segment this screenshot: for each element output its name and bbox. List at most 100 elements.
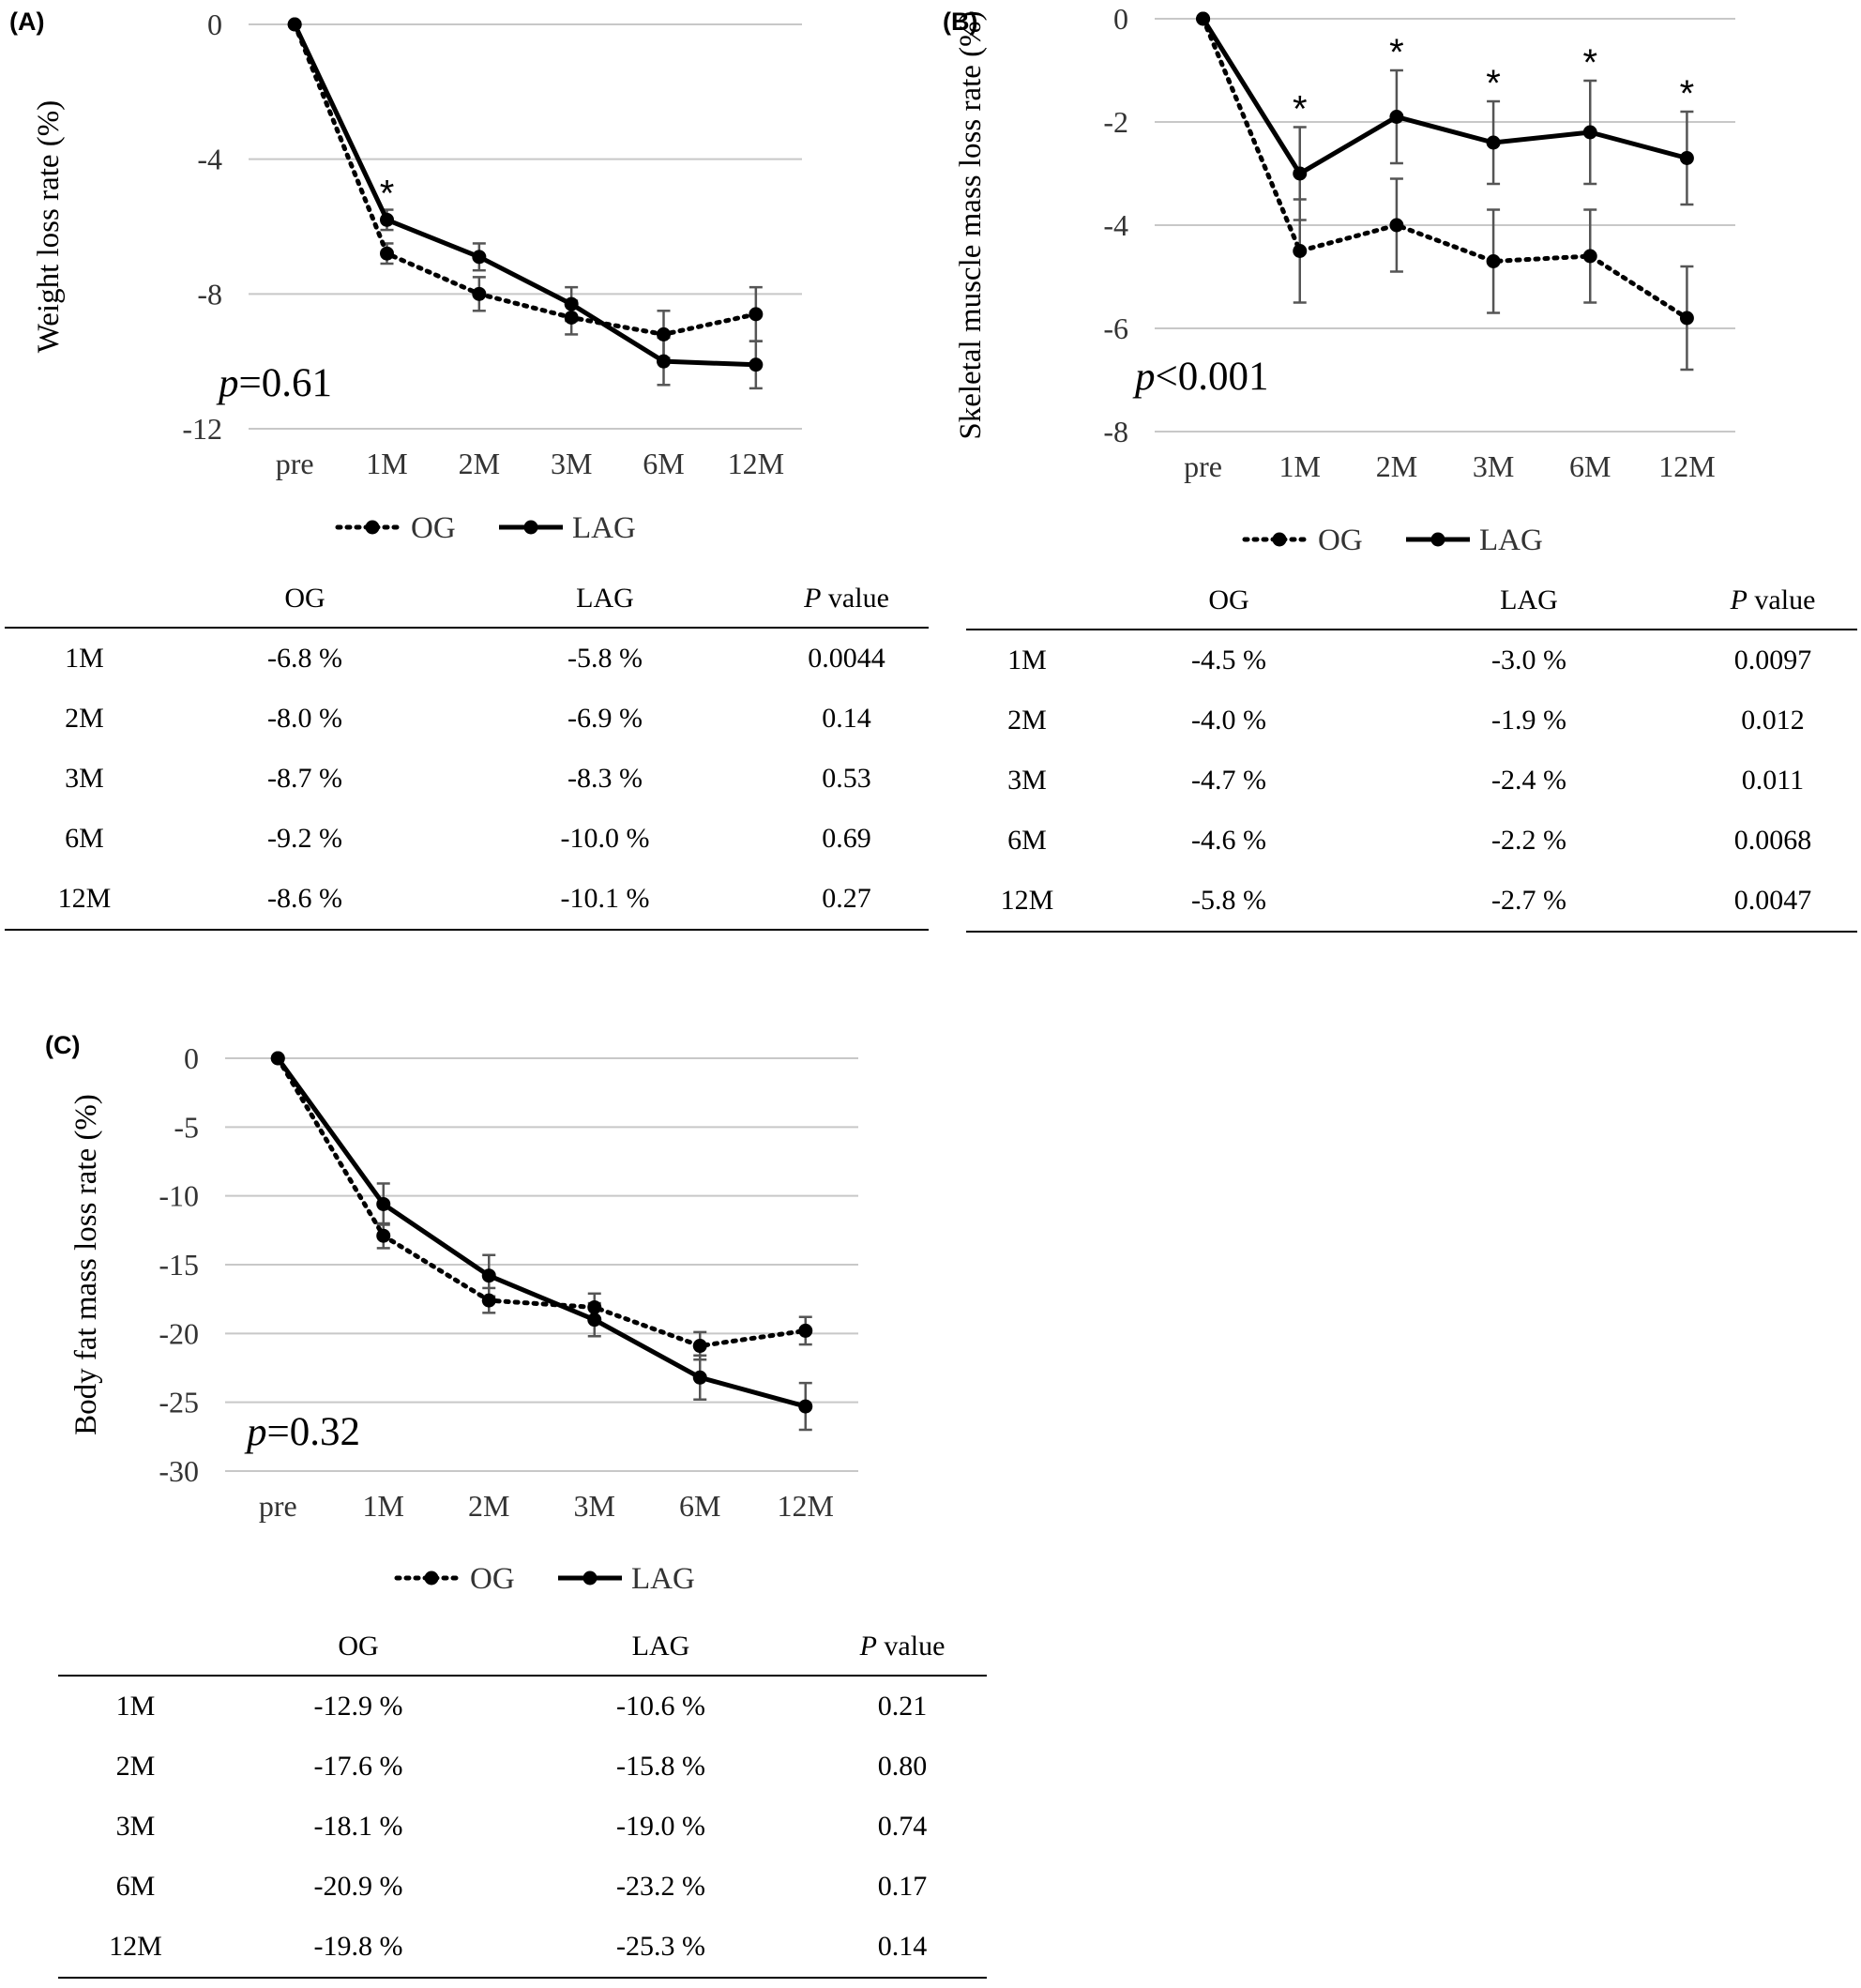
x-tick-label: 6M [1569, 449, 1611, 483]
column-header: OG [338, 1631, 379, 1662]
column-header: LAG [1500, 584, 1558, 615]
p-value-text: =0.61 [239, 361, 333, 405]
legend-label-og: OG [470, 1562, 515, 1596]
y-tick-label: 0 [184, 1041, 199, 1075]
p-value-text: =0.32 [267, 1410, 361, 1454]
table-row: 6M -20.9 % -23.2 % 0.17 [58, 1857, 987, 1917]
x-tick-label: 2M [459, 447, 500, 480]
significance-star: * [1680, 73, 1695, 114]
panel-c: (C) 0 -5 -10 -15 -20 -25 -30 pre 1M 2M 3M 6M 12M Body … [0, 1023, 919, 1596]
legend-marker-og [424, 1571, 439, 1586]
table-header-row: OG LAG P value [966, 572, 1857, 630]
legend: OG LAG [335, 511, 636, 545]
x-tick-label: 3M [551, 447, 592, 480]
table-cell: 0.0044 [808, 643, 885, 674]
table-row: 2M -17.6 % -15.8 % 0.80 [58, 1737, 987, 1797]
x-tick-label: 6M [679, 1489, 720, 1523]
significance-star: * [380, 174, 395, 215]
data-point-lag [1293, 166, 1308, 181]
data-point-og [1486, 254, 1501, 268]
chart-b: (B) 0 -2 -4 -6 -8 pre 1M 2M 3M 6M 12M Skeletal muscl… [943, 2, 1735, 557]
table-a: OG LAG P value 1M -6.8 % -5.8 % 0.0044 2M -8.0 %… [5, 570, 929, 931]
data-point-lag [1582, 125, 1597, 140]
table-cell: -2.4 % [1491, 765, 1566, 796]
table-b: OG LAG P value 1M -4.5 % -3.0 % 0.0097 2M -4.0 %… [966, 572, 1857, 933]
data-point-lag [749, 357, 764, 372]
p-symbol: p [1132, 355, 1156, 399]
data-point-lag [564, 296, 579, 311]
significance-star: * [1486, 63, 1501, 104]
data-point-lag [472, 250, 487, 265]
data-point-og [1293, 244, 1308, 258]
data-point-lag [1196, 11, 1211, 26]
x-tick-label: 3M [574, 1489, 615, 1523]
p-symbol: p [216, 361, 239, 405]
x-tick-label: 1M [363, 1489, 404, 1523]
table-cell: -6.9 % [567, 703, 643, 734]
table-cell: -12.9 % [313, 1691, 403, 1722]
table-cell: 2M [65, 703, 104, 734]
significance-star: * [1582, 42, 1597, 83]
table-cell: 0.14 [877, 1931, 928, 1962]
overall-p-value: p=0.32 [244, 1410, 360, 1454]
x-tick-label: 12M [728, 447, 784, 480]
data-point-lag [1389, 110, 1404, 124]
data-point-lag [1486, 135, 1501, 150]
table-cell: -20.9 % [313, 1871, 403, 1902]
x-tick-label: pre [276, 447, 314, 480]
table-cell: 0.53 [822, 763, 871, 794]
panel-label-c: (C) [45, 1031, 80, 1059]
table-cell: -23.2 % [616, 1871, 705, 1902]
series-line-og [275, 1055, 809, 1349]
data-point-og [749, 307, 764, 322]
table-cell: -2.2 % [1491, 825, 1566, 856]
y-tick-label: -12 [182, 412, 222, 446]
column-header: P value [1730, 584, 1816, 615]
column-header: OG [284, 583, 325, 614]
data-point-lag [692, 1370, 707, 1385]
table-cell: -1.9 % [1491, 705, 1566, 736]
table-header-row: OG LAG P value [58, 1618, 987, 1676]
table-cell: 3M [65, 763, 104, 794]
table-cell: 0.14 [822, 703, 871, 734]
column-header: OG [1208, 584, 1249, 615]
data-point-og [472, 286, 487, 301]
table-cell: -6.8 % [267, 643, 342, 674]
table-cell: 1M [1007, 645, 1047, 675]
table-row: 1M -4.5 % -3.0 % 0.0097 [966, 630, 1857, 690]
data-point-og [798, 1323, 813, 1338]
panel-a: (A) 0 -4 -8 -12 pre 1M 2M 3M 6M 12M Weight loss rat… [0, 0, 919, 563]
y-tick-label: -15 [159, 1248, 199, 1282]
overall-p-value: p<0.001 [1132, 355, 1269, 399]
table-row: 12M -19.8 % -25.3 % 0.14 [58, 1917, 987, 1978]
table-cell: 1M [65, 643, 104, 674]
data-point-og [481, 1293, 496, 1308]
table-cell: -4.6 % [1191, 825, 1266, 856]
data-point-lag [380, 212, 394, 227]
x-tick-label: 2M [468, 1489, 509, 1523]
table-cell: -18.1 % [313, 1811, 403, 1842]
table-cell: 2M [115, 1751, 156, 1782]
table-cell: 12M [1000, 885, 1054, 916]
table-header-row: OG LAG P value [5, 570, 929, 628]
column-header: LAG [631, 1631, 690, 1662]
table-cell: 0.17 [877, 1871, 928, 1902]
table-row: 6M -4.6 % -2.2 % 0.0068 [966, 811, 1857, 871]
table-cell: -10.6 % [616, 1691, 705, 1722]
y-tick-label: 0 [1113, 2, 1128, 36]
table-c: OG LAG P value 1M -12.9 % -10.6 % 0.21 2M -17.6 … [58, 1618, 987, 1979]
y-tick-label: -25 [159, 1386, 199, 1419]
x-tick-label: 6M [643, 447, 684, 480]
table-cell: -4.5 % [1191, 645, 1266, 675]
table-cell: -25.3 % [616, 1931, 705, 1962]
legend-marker-og [1272, 532, 1287, 547]
p-symbol: p [244, 1410, 267, 1454]
data-point-og [564, 310, 579, 325]
table-cell: 12M [109, 1931, 162, 1962]
panel-label-b: (B) [943, 8, 977, 36]
chart-c: (C) 0 -5 -10 -15 -20 -25 -30 pre 1M 2M 3M 6M 12M Body … [45, 1031, 858, 1596]
legend: OG LAG [394, 1562, 695, 1596]
table-row: 2M -8.0 % -6.9 % 0.14 [5, 689, 929, 749]
x-tick-label: 12M [778, 1489, 834, 1523]
y-tick-label: -8 [197, 277, 222, 311]
